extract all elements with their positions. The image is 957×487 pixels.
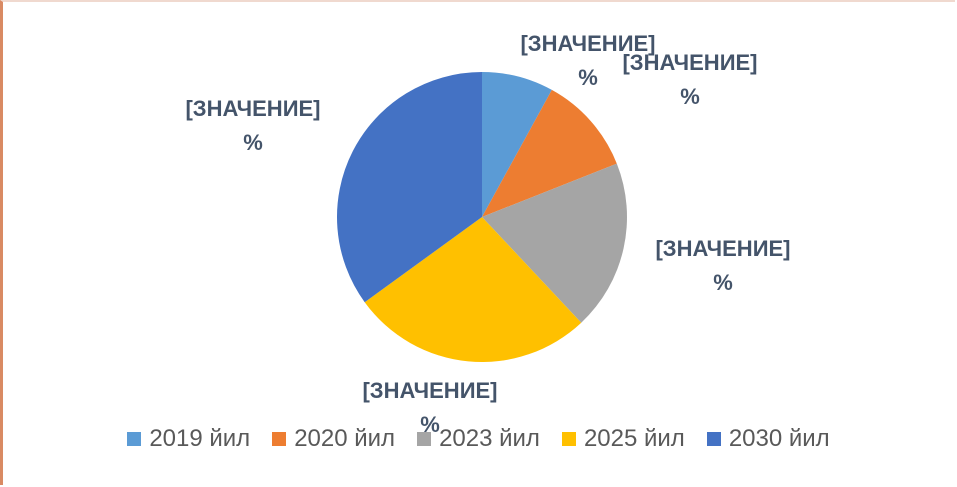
- pie-slice: [482, 163, 627, 323]
- pie-slice: [482, 89, 617, 217]
- legend-item: 2019 йил: [127, 425, 250, 453]
- pie-slice: [482, 72, 552, 217]
- legend-label: 2020 йил: [294, 425, 396, 452]
- data-label: [ЗНАЧЕНИЕ] %: [362, 378, 498, 437]
- legend-swatch: [561, 432, 576, 446]
- pie-slice: [364, 217, 582, 362]
- legend-swatch: [417, 432, 432, 446]
- data-label: [ЗНАЧЕНИЕ] %: [520, 31, 656, 90]
- legend-swatch: [706, 432, 721, 446]
- legend-item: 2023 йил: [417, 425, 540, 453]
- legend-swatch: [272, 432, 287, 446]
- legend-label: 2030 йил: [728, 425, 830, 452]
- data-label: [ЗНАЧЕНИЕ] %: [655, 236, 791, 295]
- legend-label: 2019 йил: [149, 425, 251, 452]
- legend-label: 2023 йил: [439, 425, 540, 452]
- data-label: [ЗНАЧЕНИЕ] %: [622, 50, 758, 109]
- legend-item: 2025 йил: [561, 425, 685, 453]
- legend-swatch: [127, 432, 142, 446]
- pie-slice: [337, 72, 482, 303]
- data-label: [ЗНАЧЕНИЕ] %: [185, 96, 321, 155]
- legend: 2019 йил 2020 йил 2023 йил 2025 йил 2030 йил: [0, 425, 957, 453]
- legend-label: 2025 йил: [583, 425, 685, 452]
- legend-item: 2020 йил: [272, 425, 395, 453]
- legend-item: 2030 йил: [706, 425, 830, 453]
